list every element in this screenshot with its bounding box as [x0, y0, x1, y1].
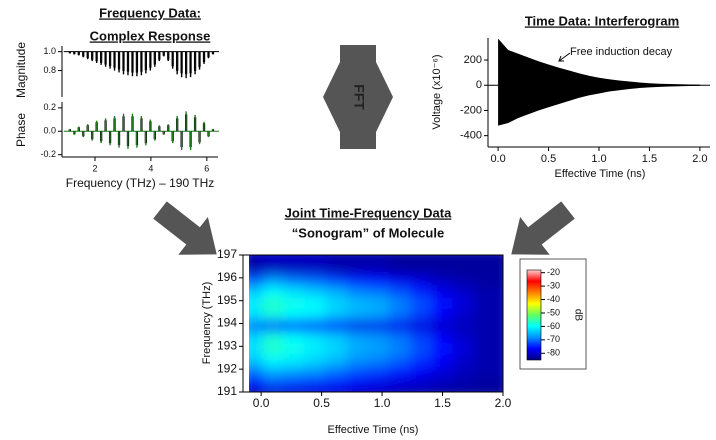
- colorbar-tick-label: -80: [547, 348, 560, 358]
- y-tick-label: 200: [464, 54, 482, 66]
- x-axis-label: Effective Time (ns): [328, 424, 419, 436]
- y-tick-label: 0.0: [43, 126, 56, 136]
- y-axis-label: Phase: [14, 113, 28, 147]
- annotation-arrow: [558, 52, 571, 62]
- heatmap: [249, 255, 503, 392]
- x-tick-label: 0.0: [253, 396, 270, 410]
- title: Frequency Data:: [99, 5, 201, 20]
- x-tick-label: 1.0: [591, 153, 606, 165]
- fft-label: FFT: [351, 84, 367, 110]
- x-axis-label: Effective Time (ns): [555, 168, 646, 180]
- y-tick-label: 0.8: [43, 65, 56, 75]
- y-tick-label: 1.0: [43, 46, 56, 56]
- signal-envelope: [498, 38, 700, 126]
- title: Time Data: Interferogram: [525, 13, 679, 28]
- y-tick-label: -400: [460, 130, 482, 142]
- y-tick-label: 197: [217, 247, 237, 261]
- flow-arrow: [153, 201, 217, 255]
- heatmap-cells: [249, 255, 503, 392]
- colorbar-tick-label: -20: [547, 267, 560, 277]
- colorbar-tick-label: -70: [547, 334, 560, 344]
- y-axis-label: Magnitude: [14, 42, 28, 98]
- y-tick-label: -0.2: [40, 149, 56, 159]
- subtitle: “Sonogram” of Molecule: [292, 225, 444, 240]
- colorbar-tick-label: -30: [547, 280, 560, 290]
- annotation-arrowhead: [558, 55, 564, 62]
- x-tick-label: 1.5: [642, 153, 657, 165]
- colorbar-tick-label: -50: [547, 307, 560, 317]
- x-tick-label: 0.5: [541, 153, 556, 165]
- x-axis-label: Frequency (THz) – 190 THz: [66, 176, 215, 190]
- y-tick-label: 193: [217, 339, 237, 353]
- flow-arrow: [511, 201, 575, 255]
- y-axis-label: Frequency (THz): [201, 282, 213, 365]
- subtitle: Complex Response: [90, 28, 211, 43]
- x-tick-label: 2: [92, 163, 97, 173]
- x-tick-label: 1.0: [374, 396, 391, 410]
- y-tick-label: 195: [217, 293, 237, 307]
- x-tick-label: 4: [148, 163, 153, 173]
- fft-arrow: [323, 45, 393, 149]
- y-tick-label: 194: [217, 316, 237, 330]
- y-tick-label: 0.2: [43, 102, 56, 112]
- colorbar: [526, 269, 542, 361]
- y-tick-label: -200: [460, 104, 482, 116]
- x-tick-label: 2.0: [495, 396, 512, 410]
- colorbar-label: dB: [572, 309, 583, 322]
- y-tick-label: 191: [217, 384, 237, 398]
- colorbar-tick-label: -60: [547, 321, 560, 331]
- x-tick-label: 6: [204, 163, 209, 173]
- y-axis-label: Voltage (x10⁻⁶): [431, 54, 443, 129]
- x-tick-label: 2.0: [692, 153, 707, 165]
- x-tick-label: 0.0: [490, 153, 505, 165]
- y-tick-label: 192: [217, 361, 237, 375]
- colorbar-frame: [519, 258, 587, 370]
- colorbar-tick-label: -40: [547, 294, 560, 304]
- y-tick-label: 196: [217, 270, 237, 284]
- annotation: Free induction decay: [570, 46, 673, 58]
- x-tick-label: 0.5: [313, 396, 330, 410]
- y-tick-label: 0: [476, 79, 482, 91]
- x-tick-label: 1.5: [434, 396, 451, 410]
- title: Joint Time-Frequency Data: [285, 205, 452, 220]
- heat-cell: [473, 255, 503, 275]
